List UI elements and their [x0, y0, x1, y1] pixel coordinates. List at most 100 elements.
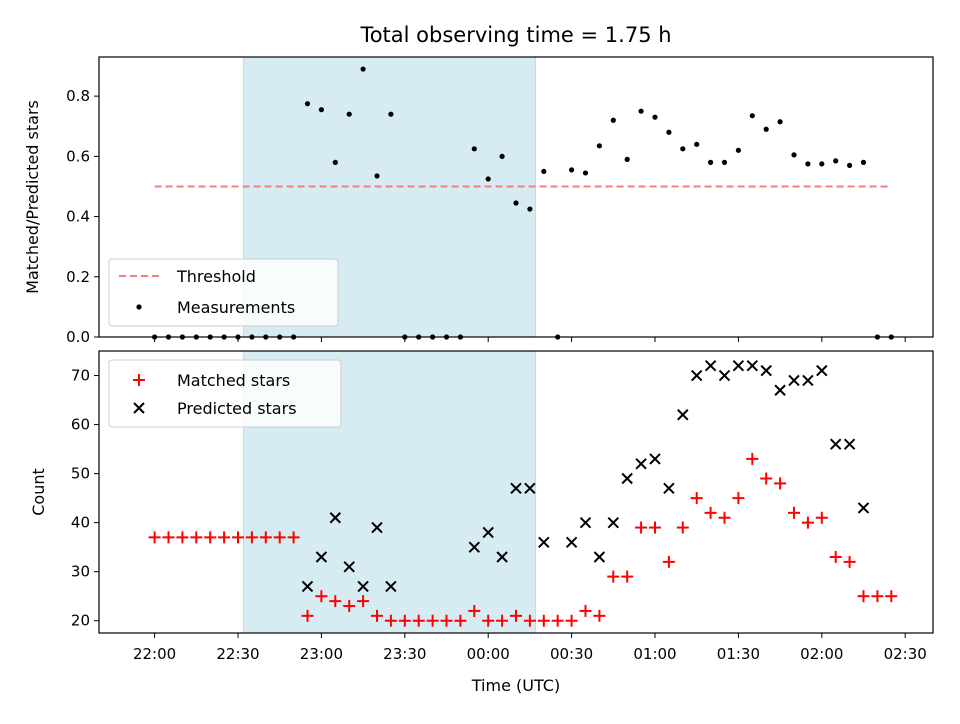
matched-star-point: [148, 531, 161, 544]
predicted-star-point: [690, 369, 703, 382]
matched-star-point: [357, 595, 370, 608]
top-y-tick-label: 0.4: [66, 208, 90, 226]
predicted-star-point: [746, 360, 759, 372]
matched-star-point: [287, 531, 300, 544]
measurement-point: [582, 170, 589, 176]
measurement-point: [318, 107, 324, 113]
matched-star-point: [732, 492, 745, 505]
measurement-point: [860, 159, 867, 165]
x-tick-label: 00:30: [550, 645, 593, 663]
predicted-star-point: [510, 482, 522, 495]
x-tick-label: 01:00: [633, 645, 676, 663]
x-tick-label: 23:00: [300, 645, 343, 663]
matched-star-point: [259, 531, 272, 544]
matched-star-point: [162, 531, 175, 544]
measurement-point: [708, 159, 714, 165]
measurement-point: [346, 111, 352, 117]
measurement-point: [721, 159, 728, 165]
predicted-star-point: [385, 580, 397, 593]
matched-star-point: [565, 614, 578, 627]
measurement-point: [791, 152, 797, 158]
predicted-star-point: [371, 521, 383, 534]
matched-star-point: [774, 477, 787, 490]
matched-star-point: [245, 531, 258, 544]
matched-star-point: [454, 614, 467, 627]
top-marks: [152, 66, 894, 340]
predicted-star-point: [677, 409, 689, 421]
measurement-point: [513, 200, 519, 206]
predicted-star-point: [843, 438, 856, 450]
bottom-y-ticks: 20 30 40 50 60 70: [71, 367, 99, 630]
legend-measurements-label: Measurements: [177, 298, 295, 317]
matched-star-point: [843, 555, 856, 568]
predicted-star-point: [760, 364, 772, 377]
predicted-star-point: [315, 551, 328, 563]
bottom-panel: 20 30 40 50 60 70 22:00 22:30 23:00 23:30 00:00 00…: [29, 350, 934, 695]
measurement-point: [499, 153, 505, 159]
x-tick-label: 02:30: [884, 645, 927, 663]
matched-star-point: [412, 614, 425, 627]
predicted-star-point: [802, 374, 814, 387]
matched-star-point: [829, 550, 842, 563]
x-tick-label: 22:30: [216, 645, 259, 663]
measurement-point: [610, 117, 616, 123]
top-y-axis-label: Matched/Predicted stars: [23, 100, 42, 294]
bottom-legend: Matched stars Predicted stars: [108, 359, 342, 428]
matched-star-point: [815, 511, 828, 524]
matched-star-point: [371, 609, 383, 622]
top-panel: 0.00.20.40.60.8 Matched/Predicted stars …: [23, 56, 934, 346]
matched-star-point: [871, 590, 884, 603]
matched-star-point: [204, 531, 217, 544]
x-tick-label: 01:30: [717, 645, 760, 663]
measurement-point: [666, 129, 672, 135]
predicted-star-point: [829, 438, 842, 450]
measurement-point: [694, 141, 700, 147]
bottom-y-tick-label: 60: [71, 416, 90, 434]
measurement-point: [374, 173, 380, 179]
matched-star-point: [426, 614, 439, 627]
bottom-axes-frame: [98, 350, 934, 634]
matched-star-point: [676, 521, 689, 534]
predicted-star-point: [538, 536, 550, 548]
bottom-y-tick-label: 40: [71, 514, 90, 532]
top-axes-frame: [98, 56, 934, 338]
matched-star-point: [593, 609, 606, 622]
measurement-point: [805, 161, 811, 167]
x-axis-label: Time (UTC): [471, 676, 560, 695]
matched-star-point: [329, 595, 342, 608]
measurement-point: [652, 114, 658, 120]
legend-threshold-label: Threshold: [176, 267, 256, 286]
top-legend: Threshold Measurements: [108, 258, 339, 327]
legend-measurements-swatch: [136, 304, 142, 310]
bottom-x-ticks: 22:00 22:30 23:00 23:30 00:00 00:30 01:00 01:30…: [133, 633, 927, 663]
matched-star-point: [551, 614, 564, 627]
matched-star-point: [468, 604, 481, 617]
legend-matched-label: Matched stars: [177, 371, 290, 390]
predicted-star-point: [565, 536, 578, 548]
measurement-point: [485, 176, 491, 182]
top-y-ticks: 0.0 0.2 0.4 0.6 0.8: [66, 87, 99, 346]
legend-predicted-swatch: [133, 402, 145, 414]
measurement-point: [833, 158, 839, 164]
predicted-star-point: [607, 516, 620, 529]
x-tick-label: 22:00: [133, 645, 176, 663]
matched-star-point: [190, 531, 203, 544]
measurement-point: [763, 126, 769, 132]
top-y-tick-label: 0.0: [66, 328, 90, 346]
matched-star-point: [746, 452, 759, 465]
measurement-point: [847, 162, 853, 168]
matched-star-point: [482, 614, 495, 627]
predicted-star-point: [663, 482, 675, 495]
predicted-star-point: [621, 472, 633, 485]
bottom-y-tick-label: 70: [71, 367, 90, 385]
measurement-point: [735, 147, 742, 153]
measurement-point: [749, 113, 755, 119]
matched-star-point: [607, 570, 620, 583]
predicted-star-point: [343, 561, 355, 573]
matched-star-point: [621, 570, 634, 583]
matched-star-point: [523, 614, 536, 627]
measurement-point: [680, 146, 686, 152]
matched-star-point: [301, 609, 314, 622]
predicted-star-point: [524, 482, 536, 495]
